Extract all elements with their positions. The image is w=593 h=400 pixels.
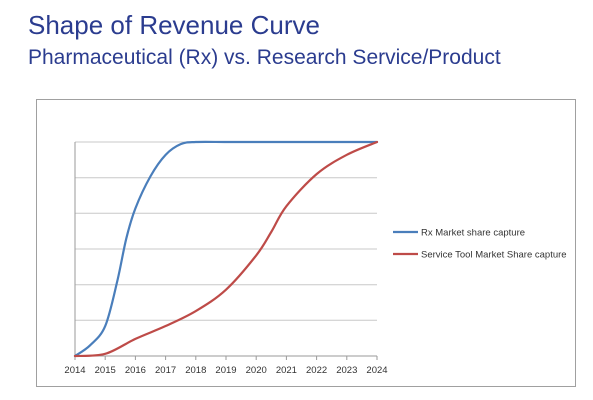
axes	[74, 142, 378, 360]
legend-label: Service Tool Market Share capture	[421, 250, 567, 261]
series-lines	[73, 140, 379, 358]
x-tick-label: 2021	[276, 365, 297, 376]
gridlines	[75, 141, 377, 321]
slide-subtitle: Pharmaceutical (Rx) vs. Research Service…	[28, 46, 501, 69]
rx-market-share-line	[73, 140, 379, 358]
service-tool-market-share-line	[73, 140, 379, 358]
legend-label: Rx Market share capture	[421, 228, 525, 239]
x-axis-tick-labels: 2014 2015 2016 2017 2018 2019 2020 2021 2022 2023…	[64, 365, 387, 376]
x-tick-label: 2024	[366, 365, 387, 376]
x-tick-label: 2016	[125, 365, 146, 376]
x-tick-label: 2015	[95, 365, 116, 376]
x-tick-label: 2020	[246, 365, 267, 376]
x-tick-label: 2022	[306, 365, 327, 376]
legend-item-rx: Rx Market share capture	[393, 228, 525, 239]
slide-title: Shape of Revenue Curve	[28, 10, 320, 40]
revenue-curve-chart: 2014 2015 2016 2017 2018 2019 2020 2021 2022 2023…	[64, 140, 567, 376]
legend-item-service-tool: Service Tool Market Share capture	[393, 250, 567, 261]
legend: Rx Market share capture Service Tool Mark…	[393, 228, 567, 261]
chart-frame: 2014 2015 2016 2017 2018 2019 2020 2021 2022 2023…	[36, 99, 576, 387]
x-tick-label: 2017	[155, 365, 176, 376]
x-tick-label: 2018	[185, 365, 206, 376]
x-tick-label: 2014	[64, 365, 85, 376]
x-tick-label: 2019	[215, 365, 236, 376]
x-tick-label: 2023	[336, 365, 357, 376]
